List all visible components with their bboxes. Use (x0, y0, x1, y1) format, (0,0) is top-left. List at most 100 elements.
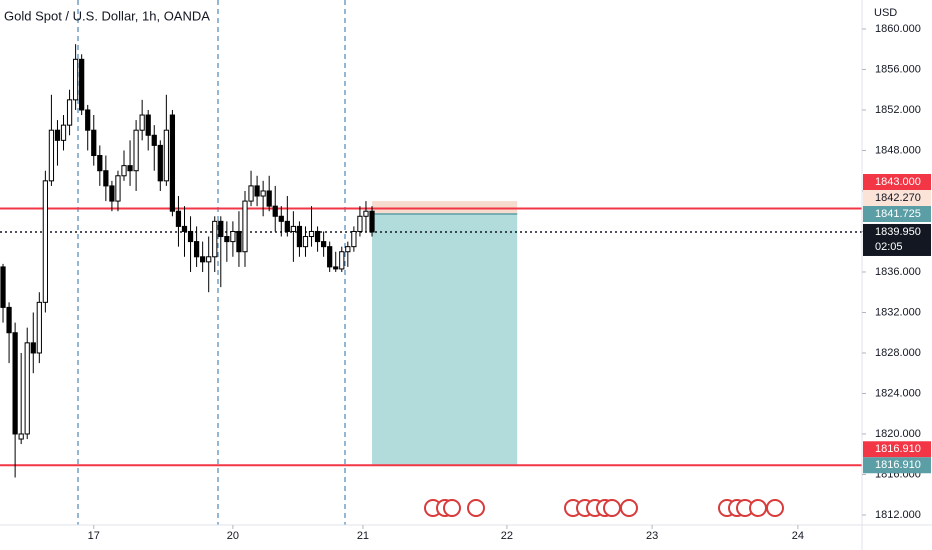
y-tick-label: 1852.000 (875, 104, 921, 116)
y-tick-label: 1828.000 (875, 347, 921, 359)
price-label: 1843.000 (875, 176, 921, 188)
event-icon[interactable] (603, 499, 621, 517)
candle-body (284, 220, 290, 232)
candle-body (321, 241, 327, 248)
y-tick-label: 1824.000 (875, 387, 921, 399)
candle-body (187, 230, 194, 243)
price-label: 1816.910 (875, 443, 921, 455)
candle-body (369, 210, 375, 233)
price-label-box (863, 189, 931, 206)
x-tick-label: 20 (227, 530, 239, 542)
chart-title: Gold Spot / U.S. Dollar, 1h, OANDA (4, 8, 210, 23)
y-tick-label: 1856.000 (875, 63, 921, 75)
y-tick-label: 1820.000 (875, 428, 921, 440)
candle-body (6, 306, 12, 334)
price-label: 1839.950 (875, 226, 921, 238)
price-label: 1816.910 (875, 459, 921, 471)
candle-body (169, 114, 176, 212)
candle-body (12, 332, 18, 435)
x-tick-label: 23 (646, 530, 658, 542)
price-label: 1842.270 (875, 192, 921, 204)
y-tick-label: 1812.000 (875, 509, 921, 521)
candle-body (72, 58, 79, 101)
x-tick-label: 21 (357, 530, 369, 542)
candle-body (314, 230, 321, 243)
candle-body (54, 129, 61, 141)
candle-body (103, 170, 109, 187)
event-icon[interactable] (467, 499, 485, 517)
event-icon[interactable] (749, 499, 767, 517)
candle-body (91, 129, 97, 157)
candle-body (345, 246, 351, 253)
candle-body (296, 225, 303, 248)
candle-body (157, 144, 163, 182)
y-tick-label: 1860.000 (875, 23, 921, 35)
candle-body (212, 220, 218, 258)
candle-body (266, 190, 272, 207)
candle-body (30, 342, 36, 354)
price-label-box (863, 205, 931, 222)
y-tick-label: 1836.000 (875, 266, 921, 278)
candle-body (133, 129, 139, 172)
price-countdown: 02:05 (875, 241, 903, 253)
candle-body (236, 230, 242, 253)
candle-body (79, 58, 85, 111)
candle-body (36, 301, 42, 354)
candle-body (42, 180, 48, 303)
candle-body (351, 230, 357, 248)
candle-body (97, 155, 103, 172)
candle-body (327, 246, 333, 268)
x-tick-label: 22 (501, 530, 513, 542)
candle-body (175, 210, 182, 227)
candle-body (272, 205, 278, 217)
candle-body (302, 236, 309, 248)
candle-body (85, 109, 91, 131)
candle-body (115, 175, 121, 202)
candle-body (218, 220, 224, 238)
candle-body (206, 256, 212, 263)
event-icon[interactable] (620, 499, 638, 517)
position-target-zone (372, 213, 518, 466)
candle-body (278, 215, 284, 222)
candle-body (308, 230, 315, 238)
candle-body (224, 236, 230, 243)
candle-body (200, 256, 206, 263)
candle-body (145, 114, 151, 136)
candle-body (0, 266, 6, 308)
price-label-box (863, 441, 931, 458)
price-label: 1841.725 (875, 208, 921, 220)
candle-body (363, 210, 369, 217)
candle-body (109, 185, 115, 202)
candle-body (260, 190, 266, 197)
candle-body (290, 225, 296, 232)
candle-body (163, 129, 169, 182)
candle-body (181, 225, 188, 232)
y-tick-label: 1848.000 (875, 144, 921, 156)
candle-body (60, 124, 67, 141)
candle-body (66, 99, 73, 126)
currency-label: USD (874, 7, 897, 19)
candle-body (333, 266, 339, 270)
candle-body (254, 185, 260, 197)
x-tick-label: 17 (88, 530, 100, 542)
candle-body (248, 185, 254, 202)
axes: 1812.0001816.0001820.0001824.0001828.000… (88, 23, 931, 542)
candle-body (339, 251, 345, 270)
candle-body (48, 129, 55, 182)
event-icon[interactable] (766, 499, 784, 517)
price-label-box (863, 223, 931, 256)
candle-body (139, 114, 145, 131)
price-label-box (863, 457, 931, 474)
candle-body (357, 215, 363, 232)
event-icons (424, 499, 784, 517)
candle-body (230, 230, 236, 243)
price-label-box (863, 173, 931, 190)
y-tick-label: 1832.000 (875, 306, 921, 318)
candle-body (18, 433, 24, 440)
x-tick-label: 24 (792, 530, 804, 542)
candle-body (242, 200, 248, 253)
candle-body (127, 165, 133, 172)
event-icon[interactable] (443, 499, 461, 517)
